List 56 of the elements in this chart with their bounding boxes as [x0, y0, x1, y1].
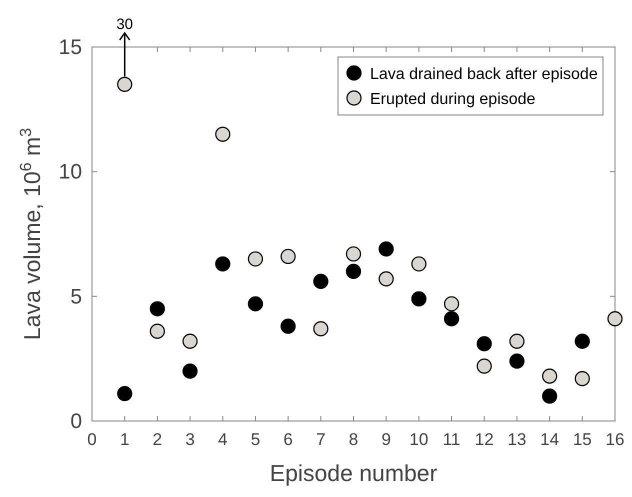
x-tick-label: 6 [283, 430, 293, 449]
point [182, 364, 198, 379]
point [542, 368, 558, 384]
y-tick-label: 5 [70, 285, 82, 308]
point [476, 358, 492, 374]
x-tick-label: 12 [474, 430, 494, 449]
x-tick-label: 16 [606, 430, 624, 449]
y-tick-label: 0 [70, 410, 82, 433]
x-tick-label: 15 [572, 430, 592, 449]
point [378, 271, 394, 286]
point [509, 354, 525, 369]
point [509, 334, 525, 349]
point [313, 321, 328, 336]
point [117, 386, 132, 402]
point [574, 371, 590, 386]
x-tick-label: 11 [442, 430, 460, 449]
point [117, 76, 132, 92]
annotation: 30 [116, 16, 134, 33]
x-axis-title: Episode number [270, 460, 438, 486]
y-tick-label: 15 [58, 36, 82, 59]
point [280, 318, 296, 334]
point [607, 311, 623, 326]
point [574, 334, 590, 349]
point [346, 264, 362, 279]
point [378, 241, 394, 257]
point [248, 296, 264, 312]
x-tick-label: 4 [218, 430, 228, 449]
x-tick-label: 2 [152, 430, 162, 449]
point [280, 248, 296, 264]
x-tick-label: 1 [120, 430, 130, 449]
point [476, 336, 492, 352]
point [411, 256, 426, 272]
point [182, 334, 198, 349]
legend-label: Lava drained back after episode [370, 66, 598, 83]
x-tick-label: 7 [316, 430, 326, 449]
x-tick-label: 14 [540, 430, 560, 449]
x-tick-label: 0 [87, 430, 97, 449]
point [150, 324, 165, 339]
point [542, 388, 558, 404]
point [215, 256, 230, 272]
x-tick-label: 10 [409, 430, 428, 449]
x-tick-label: 8 [348, 430, 358, 449]
x-tick-label: 5 [250, 430, 260, 449]
x-tick-label: 9 [381, 430, 391, 449]
point [248, 251, 264, 267]
y-tick-label: 10 [58, 160, 82, 184]
legend-label: Erupted during episode [370, 91, 536, 108]
point [444, 296, 460, 312]
x-tick-label: 13 [507, 430, 526, 449]
point [346, 246, 362, 262]
point [215, 126, 230, 142]
point [444, 311, 460, 326]
x-tick-label: 3 [185, 430, 195, 449]
point [411, 291, 426, 306]
point [150, 301, 165, 316]
point [313, 274, 328, 289]
